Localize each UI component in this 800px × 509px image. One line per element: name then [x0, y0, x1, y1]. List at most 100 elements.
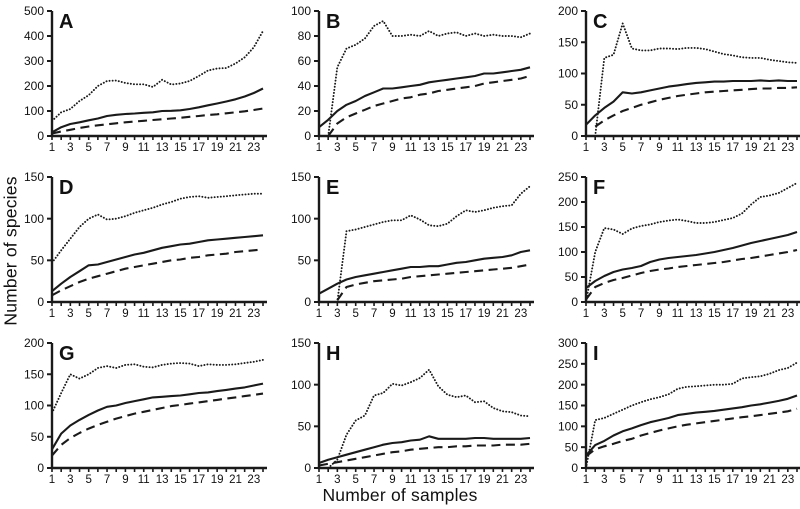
y-tick-label: 100 [291, 212, 311, 226]
y-tick-label: 250 [558, 170, 578, 184]
y-tick-label: 250 [558, 357, 578, 371]
x-tick-label: 3 [334, 142, 340, 154]
x-tick-label: 19 [211, 142, 224, 154]
x-tick-label: 23 [247, 142, 260, 154]
x-tick-label: 9 [389, 142, 395, 154]
y-tick-label: 100 [558, 67, 578, 81]
panel-A-dotted-upper-curve [51, 30, 264, 122]
x-tick-label: 23 [781, 142, 794, 154]
y-tick-label: 200 [558, 4, 578, 18]
x-tick-label: 9 [122, 142, 128, 154]
y-tick-label: 100 [291, 378, 311, 392]
y-tick-label: 0 [37, 129, 44, 143]
y-tick-label: 0 [304, 129, 311, 143]
x-tick-label: 15 [174, 474, 187, 486]
x-tick-label: 1 [49, 308, 55, 320]
x-tick-label: 15 [708, 142, 721, 154]
panel-D-dotted-upper-curve [51, 192, 264, 264]
panel-C-dotted-upper-curve [594, 22, 798, 137]
panel-I-dashed-lower-curve [585, 407, 798, 458]
y-tick-label: 0 [304, 461, 311, 475]
x-tick-label: 15 [174, 142, 187, 154]
x-tick-label: 11 [405, 142, 417, 154]
x-tick-label: 1 [316, 142, 322, 154]
y-tick-label: 150 [558, 35, 578, 49]
y-tick-label: 150 [291, 170, 311, 184]
panel-E-dotted-upper-curve [336, 185, 531, 303]
panel-letter: I [593, 343, 599, 365]
y-tick-label: 20 [298, 104, 312, 118]
y-tick-label: 150 [24, 367, 44, 381]
x-tick-label: 15 [708, 474, 721, 486]
panel-F-dotted-upper-curve [585, 182, 798, 303]
x-tick-label: 21 [229, 142, 242, 154]
x-tick-label: 15 [174, 308, 187, 320]
x-tick-label: 9 [122, 308, 128, 320]
panel-H-solid-middle-curve [318, 435, 531, 464]
panel-G-dashed-lower-curve [51, 392, 264, 457]
y-tick-label: 300 [558, 336, 578, 350]
panel-letter: B [326, 11, 340, 33]
x-tick-label: 7 [371, 142, 377, 154]
x-tick-label: 7 [638, 308, 644, 320]
x-tick-label: 19 [478, 142, 491, 154]
y-tick-label: 100 [558, 245, 578, 259]
x-tick-label: 1 [316, 474, 322, 486]
panel-D-dashed-lower-curve [51, 248, 264, 297]
y-tick-label: 50 [298, 420, 312, 434]
y-tick-label: 50 [565, 270, 579, 284]
x-tick-label: 7 [638, 474, 644, 486]
x-tick-label: 17 [726, 474, 739, 486]
x-tick-label: 13 [423, 142, 436, 154]
panel-G-dotted-upper-curve [51, 358, 264, 414]
panel-H-dashed-lower-curve [318, 442, 531, 467]
x-tick-label: 11 [138, 142, 150, 154]
panel-A-dashed-lower-curve [51, 107, 264, 135]
x-tick-label: 1 [583, 308, 589, 320]
x-tick-label: 1 [583, 142, 589, 154]
panel-G-solid-middle-curve [51, 382, 264, 450]
x-tick-label: 5 [352, 474, 358, 486]
x-tick-label: 21 [763, 142, 776, 154]
x-tick-label: 13 [156, 142, 169, 154]
x-tick-label: 3 [334, 308, 340, 320]
x-tick-label: 9 [389, 474, 395, 486]
x-tick-label: 7 [104, 308, 110, 320]
x-tick-label: 21 [496, 474, 509, 486]
x-tick-label: 19 [211, 474, 224, 486]
x-tick-label: 5 [85, 474, 91, 486]
x-tick-label: 23 [781, 474, 794, 486]
panel-F-dashed-lower-curve [585, 248, 798, 301]
x-tick-label: 9 [122, 474, 128, 486]
y-tick-label: 50 [565, 98, 579, 112]
y-tick-label: 200 [24, 336, 44, 350]
panel-letter: A [59, 11, 73, 33]
x-tick-label: 3 [67, 308, 73, 320]
x-tick-label: 19 [478, 308, 491, 320]
y-tick-label: 200 [558, 195, 578, 209]
y-tick-label: 0 [37, 461, 44, 475]
x-tick-label: 13 [156, 308, 169, 320]
panel-letter: C [593, 11, 607, 33]
x-tick-label: 17 [192, 474, 205, 486]
x-tick-label: 1 [583, 474, 589, 486]
y-tick-label: 100 [558, 420, 578, 434]
x-tick-label: 11 [405, 474, 417, 486]
x-tick-label: 23 [514, 474, 527, 486]
x-tick-label: 13 [156, 474, 169, 486]
x-tick-label: 7 [371, 474, 377, 486]
y-tick-label: 200 [24, 79, 44, 93]
panel-grid: 0 100 200 300 400 500 1 3 5 7 9 11 13 15 17 19 21 23 A 0 20… [13, 2, 800, 493]
panel-B-solid-middle-curve [318, 66, 531, 129]
y-tick-label: 50 [31, 430, 45, 444]
y-tick-label: 0 [571, 461, 578, 475]
x-tick-label: 21 [496, 142, 509, 154]
x-tick-label: 13 [423, 308, 436, 320]
x-tick-label: 1 [316, 308, 322, 320]
x-tick-label: 15 [708, 308, 721, 320]
